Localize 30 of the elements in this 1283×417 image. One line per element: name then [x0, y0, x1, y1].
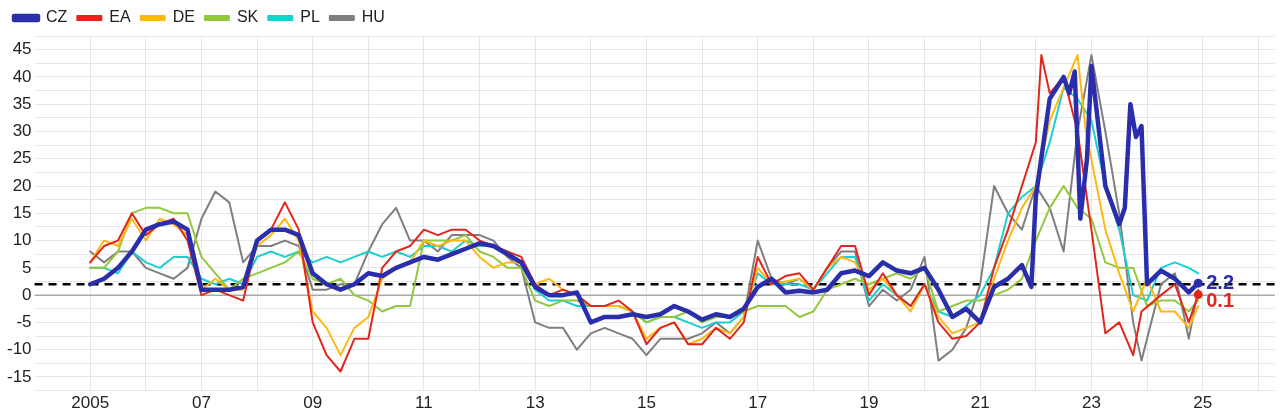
y-tick-label: -10	[6, 339, 32, 359]
x-tick-label: 2005	[71, 393, 110, 413]
legend-label: SK	[236, 8, 259, 26]
y-tick-label: 35	[12, 93, 32, 113]
y-tick-label: 15	[12, 202, 32, 222]
legend-label: EA	[109, 8, 131, 26]
x-tick-label: 25	[1193, 393, 1213, 413]
x-tick-label: 23	[1081, 393, 1101, 413]
x-tick-label: 17	[748, 393, 768, 413]
x-tick-label: 15	[636, 393, 656, 413]
y-tick-label: -5	[16, 312, 32, 332]
y-tick-label: 25	[12, 148, 32, 168]
legend-label: CZ	[46, 8, 68, 26]
y-tick-label: 20	[12, 175, 32, 195]
x-tick-label: 09	[303, 393, 323, 413]
y-tick-label: 40	[12, 66, 32, 86]
x-tick-label: 21	[970, 393, 990, 413]
x-tick-label: 07	[191, 393, 211, 413]
x-tick-label: 13	[525, 393, 545, 413]
y-tick-label: 10	[12, 230, 32, 250]
legend-label: PL	[300, 8, 320, 26]
legend-label: HU	[361, 8, 385, 26]
x-tick-label: 11	[415, 393, 433, 413]
y-tick-label: 5	[22, 257, 32, 277]
legend-label: DE	[172, 8, 195, 26]
y-tick-label: 45	[12, 39, 32, 59]
y-tick-label: 0	[22, 284, 32, 304]
y-tick-label: 30	[12, 121, 32, 141]
x-tick-label: 19	[859, 393, 879, 413]
y-tick-label: -15	[6, 366, 32, 386]
